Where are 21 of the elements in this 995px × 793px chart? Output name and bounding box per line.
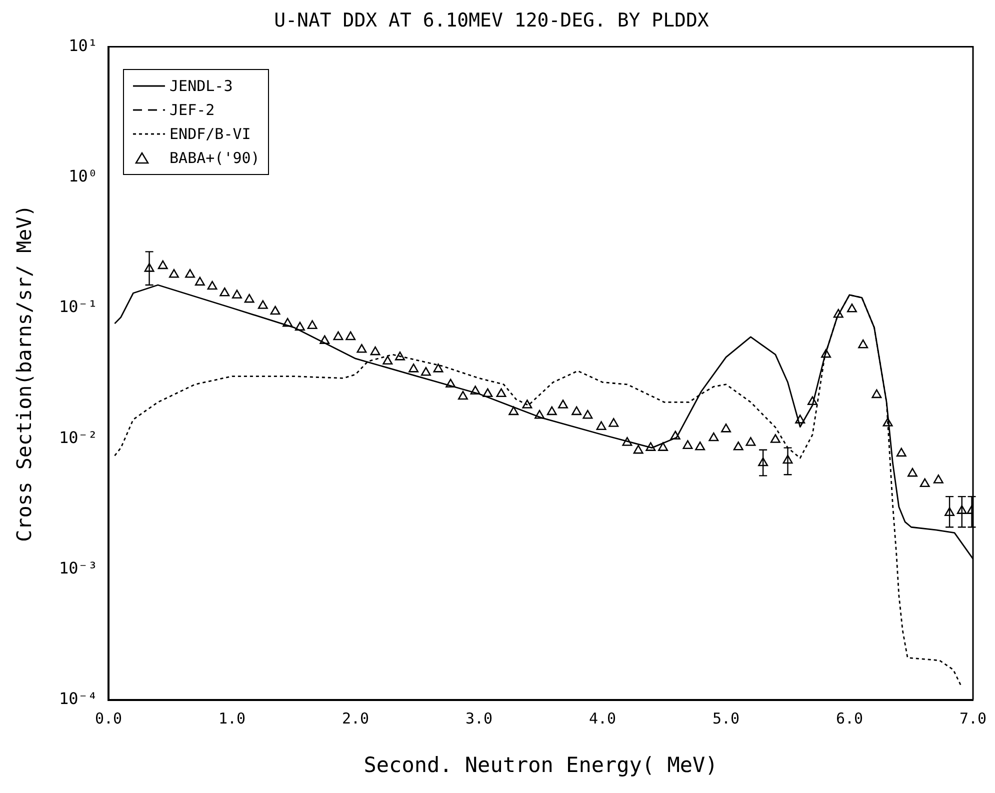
legend-label: BABA+('90) (170, 148, 260, 169)
x-tick-label: 6.0 (836, 710, 864, 728)
x-tick-label: 1.0 (218, 710, 246, 728)
y-tick-label: 10⁻³ (59, 558, 98, 578)
y-axis-title: Cross Section(barns/sr/ MeV) (12, 204, 36, 542)
x-tick-label: 5.0 (712, 710, 740, 728)
x-tick-label: 4.0 (588, 710, 616, 728)
y-tick-label: 10⁰ (68, 166, 98, 186)
y-tick-label: 10⁻² (59, 428, 98, 447)
y-tick-label: 10⁻¹ (59, 297, 98, 316)
chart-title: U-NAT DDX AT 6.10MEV 120-DEG. BY PLDDX (274, 9, 710, 32)
legend-label: JEF-2 (170, 100, 215, 121)
legend-label: ENDF/B-VI (170, 124, 251, 145)
x-tick-label: 2.0 (342, 710, 370, 728)
y-tick-label: 10⁻⁴ (59, 688, 98, 708)
legend-label: JENDL-3 (170, 76, 233, 97)
x-tick-label: 7.0 (959, 710, 987, 728)
x-tick-label: 3.0 (465, 710, 493, 728)
x-axis-title: Second. Neutron Energy( MeV) (364, 752, 718, 777)
y-tick-label: 10¹ (68, 36, 98, 55)
x-tick-label: 0.0 (94, 710, 122, 728)
